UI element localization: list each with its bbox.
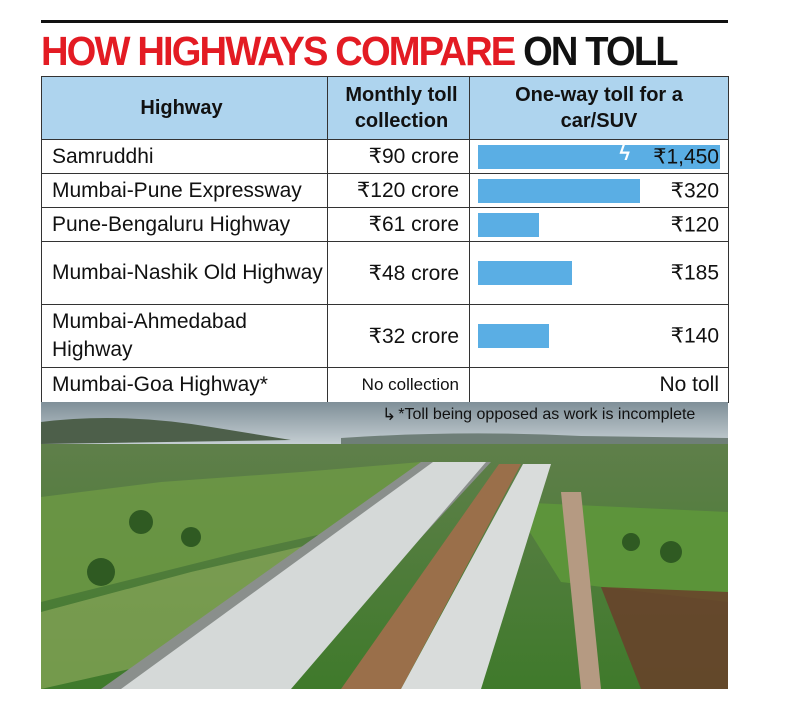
row-highway: Samruddhi [42, 140, 328, 173]
row-monthly: ₹120 crore [328, 174, 470, 207]
row-highway: Pune-Bengaluru Highway [42, 208, 328, 241]
row-monthly: ₹32 crore [328, 305, 470, 367]
row-toll: No toll [470, 368, 728, 402]
toll-bar [478, 212, 539, 237]
toll-bar [478, 261, 572, 285]
row-monthly: ₹61 crore [328, 208, 470, 241]
headline: HOW HIGHWAYS COMPARE ON TOLL [41, 27, 679, 75]
table-row: Mumbai-Goa Highway* No collection No tol… [42, 368, 728, 402]
table-row: Pune-Bengaluru Highway ₹61 crore ₹120 [42, 208, 728, 242]
arrow-icon: ↳ [382, 405, 397, 424]
toll-label: ₹185 [670, 261, 719, 285]
table-row: Samruddhi ₹90 crore ϟ ₹1,450 [42, 140, 728, 174]
row-highway: Mumbai-Pune Expressway [42, 174, 328, 207]
footnote: ↳ *Toll being opposed as work is incomple… [382, 402, 695, 428]
row-highway: Mumbai-Nashik Old Highway [42, 242, 328, 304]
row-highway: Mumbai-Goa Highway* [42, 368, 328, 402]
toll-bar [478, 178, 640, 203]
toll-table: Highway Monthly toll collection One-way … [41, 76, 729, 403]
row-highway: Mumbai-Ahmedabad Highway [42, 305, 328, 367]
toll-label: ₹140 [670, 324, 719, 348]
row-monthly: No collection [328, 368, 470, 402]
table-row: Mumbai-Ahmedabad Highway ₹32 crore ₹140 [42, 305, 728, 368]
table-header: Highway Monthly toll collection One-way … [42, 77, 728, 140]
toll-bar [478, 324, 549, 348]
row-toll: ₹140 [470, 305, 728, 367]
top-rule [41, 20, 728, 23]
footnote-text: *Toll being opposed as work is incomplet… [398, 406, 696, 423]
table-row: Mumbai-Pune Expressway ₹120 crore ₹320 [42, 174, 728, 208]
row-toll: ₹120 [470, 208, 728, 241]
header-oneway: One-way toll for a car/SUV [515, 84, 683, 132]
headline-black: ON TOLL [523, 28, 678, 74]
axis-break-icon: ϟ [619, 142, 630, 165]
toll-bar: ϟ [478, 142, 720, 169]
toll-label: ₹120 [670, 213, 719, 236]
table-row: Mumbai-Nashik Old Highway ₹48 crore ₹185 [42, 242, 728, 305]
row-toll: ₹320 [470, 174, 728, 207]
toll-label: No toll [659, 373, 719, 396]
row-toll: ₹185 [470, 242, 728, 304]
header-highway: Highway [42, 77, 328, 139]
row-monthly: ₹90 crore [328, 140, 470, 173]
header-monthly: Monthly toll collection [328, 77, 470, 139]
toll-label: ₹320 [670, 179, 719, 202]
row-toll: ϟ ₹1,450 [470, 140, 728, 173]
row-monthly: ₹48 crore [328, 242, 470, 304]
toll-label: ₹1,450 [653, 145, 719, 168]
no-collection-label: No collection [361, 375, 459, 394]
headline-red: HOW HIGHWAYS COMPARE [41, 28, 516, 74]
highway-photo [41, 402, 728, 689]
